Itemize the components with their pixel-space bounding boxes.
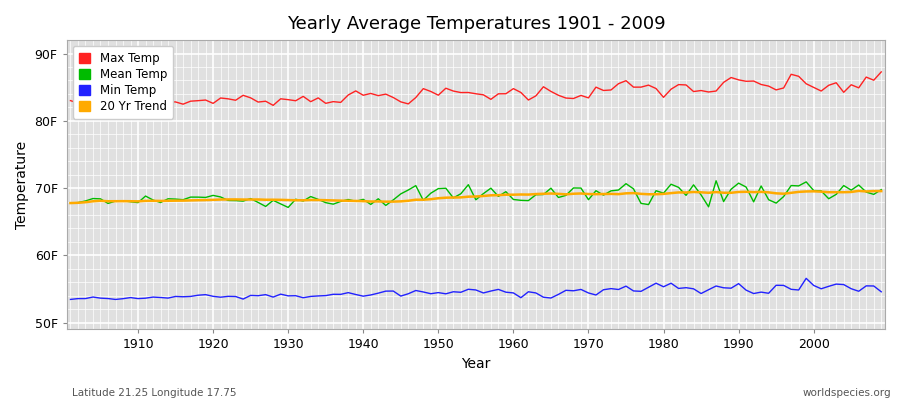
Title: Yearly Average Temperatures 1901 - 2009: Yearly Average Temperatures 1901 - 2009 — [286, 15, 665, 33]
X-axis label: Year: Year — [461, 357, 491, 371]
Y-axis label: Temperature: Temperature — [15, 141, 29, 229]
Text: Latitude 21.25 Longitude 17.75: Latitude 21.25 Longitude 17.75 — [72, 388, 237, 398]
Text: worldspecies.org: worldspecies.org — [803, 388, 891, 398]
Legend: Max Temp, Mean Temp, Min Temp, 20 Yr Trend: Max Temp, Mean Temp, Min Temp, 20 Yr Tre… — [73, 46, 173, 119]
